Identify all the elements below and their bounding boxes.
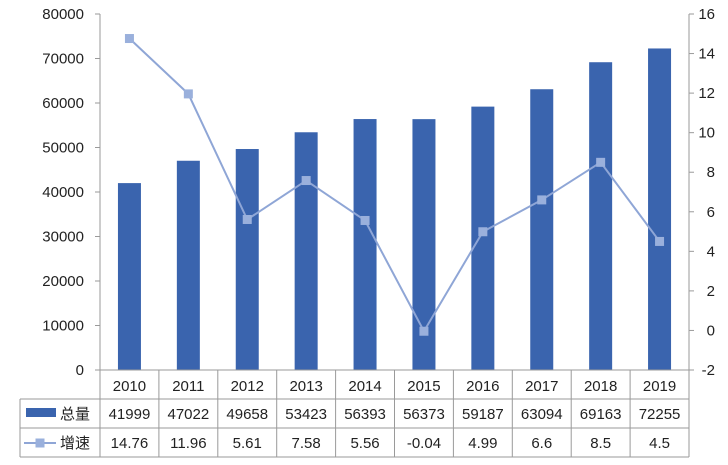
left-tick-label: 60000 (42, 95, 84, 112)
right-tick-label: 12 (698, 85, 715, 102)
right-tick-label: 14 (698, 46, 715, 63)
table-cell: 72255 (639, 406, 681, 423)
table-cell: 4.99 (468, 435, 497, 452)
table-cell: 49658 (226, 406, 268, 423)
table-cell: 69163 (580, 406, 622, 423)
growth-point (596, 157, 606, 167)
left-tick-label: 40000 (42, 184, 84, 201)
bar-legend-label: 总量 (60, 405, 90, 423)
table-cell: 14.76 (111, 435, 149, 452)
bar (353, 119, 377, 370)
table-cell: 56393 (344, 406, 386, 423)
left-tick-label: 50000 (42, 140, 84, 157)
table-cell: 4.5 (649, 435, 670, 452)
growth-point (360, 215, 370, 225)
bar-series (117, 48, 672, 371)
left-tick-label: 0 (76, 362, 84, 379)
bar (530, 89, 554, 371)
bar (589, 62, 613, 371)
table-cell: 47022 (167, 406, 209, 423)
table-cell: 5.56 (350, 435, 379, 452)
bar (648, 48, 672, 371)
bar (235, 149, 259, 370)
left-tick-label: 80000 (42, 6, 84, 23)
right-tick-label: 8 (707, 164, 715, 181)
category-label: 2010 (113, 378, 146, 395)
table-cell: 8.5 (590, 435, 611, 452)
bar (412, 119, 436, 370)
growth-point (537, 195, 547, 205)
category-label: 2018 (584, 378, 617, 395)
category-label: 2012 (231, 378, 264, 395)
growth-point (124, 34, 134, 44)
category-label: 2011 (172, 378, 204, 395)
right-tick-label: 4 (707, 243, 715, 260)
category-label: 2014 (348, 378, 381, 395)
growth-point (242, 214, 252, 224)
bar (176, 160, 200, 370)
right-tick-label: -2 (702, 362, 715, 379)
category-label: 2015 (407, 378, 440, 395)
left-tick-label: 70000 (42, 51, 84, 68)
data-table: 2010 2011 2012 2013 2014 2015 2016 2017 2018 2019… (19, 369, 690, 458)
growth-point (301, 176, 311, 186)
growth-point (655, 236, 665, 246)
left-tick-label: 20000 (42, 273, 84, 290)
bar (117, 183, 141, 370)
bar (471, 106, 495, 370)
right-tick-label: 0 (707, 322, 715, 339)
bar-legend-swatch (26, 408, 56, 417)
table-cell: 7.58 (292, 435, 321, 452)
table-cell: 11.96 (170, 435, 206, 452)
line-legend-marker (35, 438, 45, 448)
category-label: 2016 (466, 378, 499, 395)
category-label: 2017 (525, 378, 558, 395)
category-label: 2019 (643, 378, 676, 395)
axes: 0 10000 20000 30000 40000 50000 60000 70000 8000… (42, 6, 715, 379)
table-cell: 41999 (109, 406, 151, 423)
line-legend-label: 增速 (60, 434, 90, 452)
table-cell: 63094 (521, 406, 563, 423)
table-cell: 6.6 (531, 435, 552, 452)
growth-point (478, 227, 488, 237)
table-cell: -0.04 (407, 435, 441, 452)
line-series (124, 34, 665, 336)
table-cell: 59187 (462, 406, 504, 423)
right-tick-label: 2 (707, 283, 715, 300)
table-cell: 56373 (403, 406, 445, 423)
right-tick-label: 10 (698, 125, 715, 142)
left-tick-label: 10000 (42, 318, 84, 335)
right-tick-label: 6 (707, 204, 715, 221)
growth-point (183, 89, 193, 99)
right-tick-label: 16 (698, 6, 715, 23)
category-label: 2013 (289, 378, 322, 395)
left-tick-label: 30000 (42, 229, 84, 246)
growth-point (419, 326, 429, 336)
bar (294, 132, 318, 370)
table-cell: 5.61 (233, 435, 262, 452)
growth-line (128, 37, 661, 334)
table-cell: 53423 (285, 406, 327, 423)
